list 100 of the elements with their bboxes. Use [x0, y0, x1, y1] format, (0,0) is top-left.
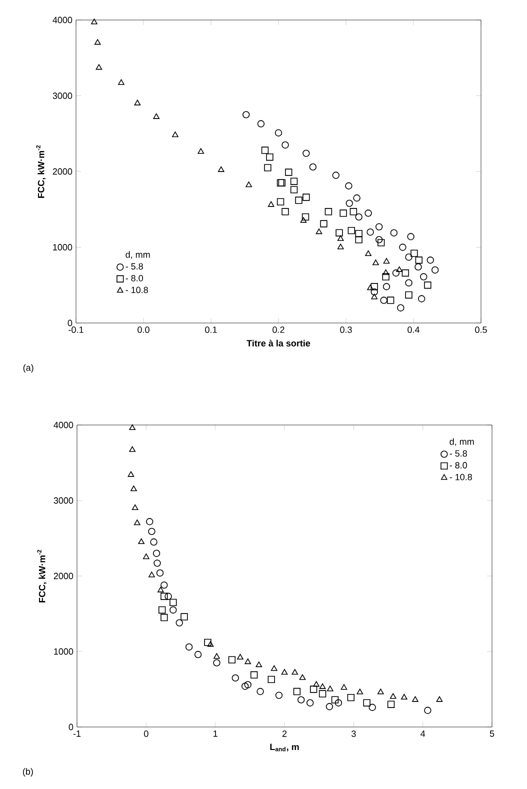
y-tick-label: 0	[68, 724, 74, 730]
point	[185, 643, 193, 651]
point	[302, 213, 310, 221]
y-tick-label: 1000	[54, 648, 74, 655]
point	[146, 518, 154, 526]
point	[390, 693, 396, 699]
point	[158, 606, 166, 614]
point	[337, 244, 344, 250]
point	[375, 236, 383, 244]
point	[348, 226, 355, 234]
legend-label: - 10.8	[126, 286, 148, 294]
y-tick-label: 3000	[54, 497, 74, 504]
point	[382, 283, 390, 290]
point	[432, 266, 439, 274]
legend-label: - 8.0	[126, 274, 143, 282]
point	[405, 279, 412, 286]
point	[250, 671, 258, 679]
legend-label: - 5.8	[126, 263, 143, 270]
point	[160, 581, 168, 589]
point	[281, 669, 288, 675]
point	[94, 39, 101, 45]
point	[180, 613, 188, 620]
point	[355, 213, 362, 221]
point	[370, 283, 378, 290]
point	[353, 194, 360, 202]
point	[198, 148, 204, 154]
point	[302, 194, 310, 201]
point	[319, 683, 326, 689]
point	[392, 269, 400, 277]
point	[334, 699, 342, 706]
point	[295, 196, 302, 204]
point	[282, 208, 289, 216]
point	[275, 692, 283, 699]
legend-label: - 5.8	[450, 450, 467, 457]
point	[407, 233, 414, 240]
x-tick-label: -0.1	[68, 326, 84, 333]
point	[383, 258, 390, 264]
y-tick-label: 2000	[52, 168, 72, 175]
point	[400, 694, 408, 700]
point	[397, 304, 404, 312]
point	[91, 18, 98, 24]
y-tick-label: 3000	[52, 92, 72, 99]
point	[274, 129, 282, 136]
point	[366, 228, 374, 236]
point	[364, 210, 372, 217]
point	[246, 182, 252, 188]
point	[270, 665, 278, 671]
point	[118, 79, 124, 85]
x-tick-label: 4	[420, 730, 426, 737]
point	[96, 64, 102, 70]
x-tick-label: 0	[144, 730, 148, 737]
point	[326, 686, 334, 692]
x-tick-label: 0.0	[138, 326, 150, 333]
point	[132, 504, 138, 510]
point	[367, 284, 374, 290]
point	[418, 295, 426, 302]
point	[340, 684, 348, 690]
y-tick-label: 4000	[52, 16, 72, 24]
point	[194, 650, 202, 658]
legend-label: - 8.0	[450, 462, 468, 468]
point	[138, 538, 144, 544]
legend-title: d, mm	[126, 251, 150, 259]
point	[129, 424, 136, 430]
point	[365, 250, 372, 256]
point	[412, 696, 418, 702]
x-tick-label: 2	[282, 730, 287, 737]
point	[237, 654, 244, 660]
point	[306, 699, 314, 706]
point	[148, 572, 155, 578]
point	[282, 141, 289, 149]
point	[257, 120, 265, 128]
point	[164, 592, 172, 600]
point	[309, 163, 317, 171]
point	[371, 294, 378, 300]
point	[355, 230, 362, 238]
point	[378, 239, 385, 246]
point	[331, 696, 339, 704]
point	[218, 166, 224, 172]
point	[345, 182, 352, 190]
point	[302, 150, 310, 157]
point	[370, 288, 378, 296]
point	[386, 296, 394, 304]
point	[129, 446, 136, 452]
point	[290, 178, 298, 185]
y-axis-title: FCC, kW·m$^{-2}$	[36, 145, 46, 198]
x-tick-label: 0.5	[475, 326, 487, 333]
point	[232, 674, 239, 682]
point	[347, 694, 355, 702]
point	[424, 282, 432, 289]
point	[415, 256, 422, 264]
point	[160, 614, 168, 622]
point	[268, 201, 274, 207]
point	[154, 560, 161, 567]
point	[326, 703, 334, 710]
point	[170, 606, 177, 614]
point	[380, 296, 388, 304]
point	[241, 682, 249, 690]
point	[387, 700, 395, 708]
x-tick-label: 0.1	[205, 326, 217, 333]
point	[268, 676, 275, 684]
